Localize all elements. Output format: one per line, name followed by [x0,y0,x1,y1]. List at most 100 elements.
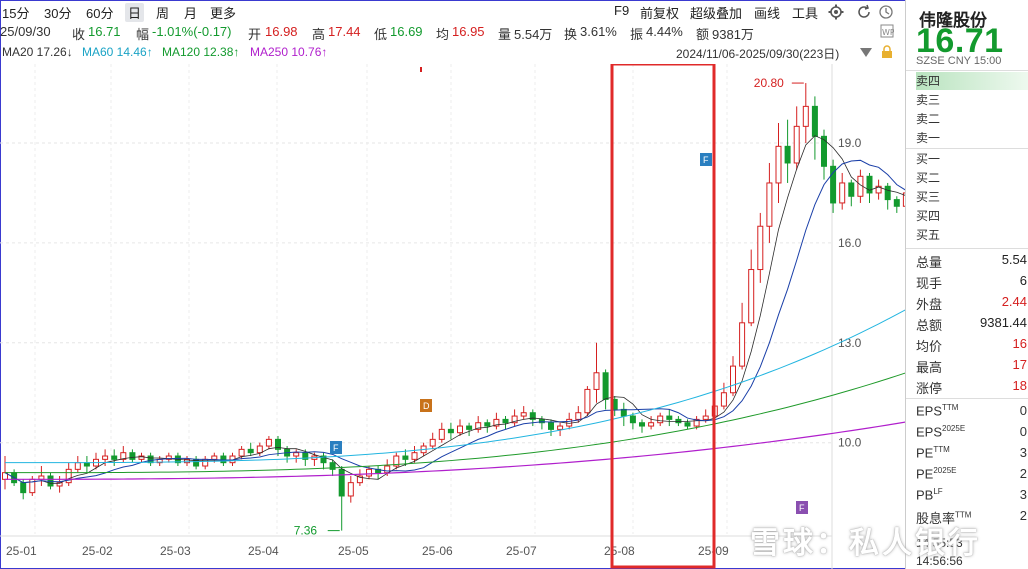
candle-body [447,428,454,434]
stat-row: 现手 6 [916,273,1028,293]
candle-body [693,418,700,427]
event-marker [330,441,342,454]
candle-body [629,415,636,424]
fin-label: EPSTTM [916,403,958,418]
high-value: 17.44 [328,24,361,39]
candle-body [211,455,218,460]
stat-value: 18 [1012,378,1027,393]
candle-body [466,425,473,430]
fin-value: 2 [1019,466,1027,481]
candle-body [520,412,527,417]
close-value: 16.71 [88,24,121,39]
candle-body [584,388,591,414]
kline-chart[interactable]: 19.0 16.0 13.0 10.0 25-01 25-02 25-03 25-04 25-0… [0,64,905,569]
y-tick-label: 13.0 [838,336,862,350]
y-tick-label: 10.0 [838,436,862,450]
event-marker [420,399,432,412]
stat-row: 外盘 2.44 [916,294,1028,314]
avg-value: 16.95 [452,24,485,39]
period-week[interactable]: 周 [156,6,170,21]
candle-body [347,482,354,497]
candle-body [247,448,254,454]
fin-value: 2 [1019,508,1027,523]
draw-line-button[interactable]: 画线 [754,6,781,21]
fin-row: PBLF 3 [916,487,1028,507]
period-15min[interactable]: 15分 [2,6,30,21]
fin-label-sup: LF [933,487,943,496]
ma5-line [4,135,905,484]
candle-body [720,392,727,407]
settings-icon[interactable] [828,4,844,23]
candle-body [484,422,491,427]
candle-body [147,455,154,464]
candle-body [684,422,691,427]
stat-label: 总额 [916,318,943,333]
fin-label: EPS2025E [916,424,965,439]
stock-price: 16.71 [916,22,1004,60]
x-tick-label: 25-08 [604,544,635,558]
candle-body [138,455,145,460]
candle-body [20,482,27,494]
candle-body [657,415,664,424]
event-marker [700,153,712,166]
period-30min[interactable]: 30分 [44,6,72,21]
period-60min[interactable]: 60分 [86,6,114,21]
fin-label-sup: TTM [942,403,959,412]
candle-body [65,468,72,484]
low-value: 16.69 [390,24,423,39]
stat-label: 涨停 [916,381,943,396]
y-tick-label: 16.0 [838,236,862,250]
candle-body [320,455,327,464]
event-marker-label: D [423,401,430,411]
dropdown-triangle-icon[interactable] [860,47,872,61]
candle-body [493,418,500,427]
fin-label: PE2025E [916,466,956,481]
fin-row: PE2025E 2 [916,466,1028,486]
fin-row: PETTM 3 [916,445,1028,465]
ma-info-row: MA20 17.26↓ MA60 14.46↑ MA120 12.38↑ MA2… [0,45,900,61]
fin-value: 0 [1019,403,1027,418]
ma60-line [4,309,905,464]
f9-button[interactable]: F9 [614,3,630,18]
overlay-button[interactable]: 超级叠加 [690,6,743,21]
candle-body [757,225,764,271]
candle-body [256,445,263,454]
candle-body [666,415,673,420]
ma20-value: MA20 17.26↓ [2,45,73,59]
sell-level-1: 卖一 [916,131,941,145]
candle-body [602,372,609,400]
refresh-icon[interactable] [856,4,872,23]
period-more[interactable]: 更多 [210,6,237,21]
copy-icon[interactable]: WP [880,24,895,41]
candle-body [120,452,127,460]
candle-body [56,482,63,487]
fin-value: 3 [1019,445,1027,460]
fin-label-text: 股息率 [916,511,956,526]
candle-body [265,438,272,447]
fin-label-text: PE [916,466,934,482]
change-label: 幅 [136,27,150,42]
min-price-label: 7.36 [294,524,318,538]
volume-value: 5.54万 [514,27,553,42]
buy-level-5: 买五 [916,228,941,242]
period-day[interactable]: 日 [125,3,145,22]
close-label: 收 [72,27,86,42]
candle-body [648,422,655,427]
clock-icon[interactable] [878,4,894,23]
ma250-value: MA250 10.76↑ [250,45,328,59]
period-month[interactable]: 月 [184,6,198,21]
avg-label: 均 [436,27,450,42]
tools-button[interactable]: 工具 [792,6,819,21]
candle-body [366,468,372,477]
candle-body [620,408,627,417]
buy-level-2: 买二 [916,171,941,185]
candle-body [848,182,855,197]
adjust-button[interactable]: 前复权 [640,6,680,21]
candle-body [529,412,536,420]
open-label: 开 [248,27,262,42]
svg-text:WP: WP [882,28,894,37]
lock-icon[interactable] [880,45,894,62]
candle-body [575,412,582,420]
candle-body [730,365,736,394]
candle-body [875,185,882,194]
